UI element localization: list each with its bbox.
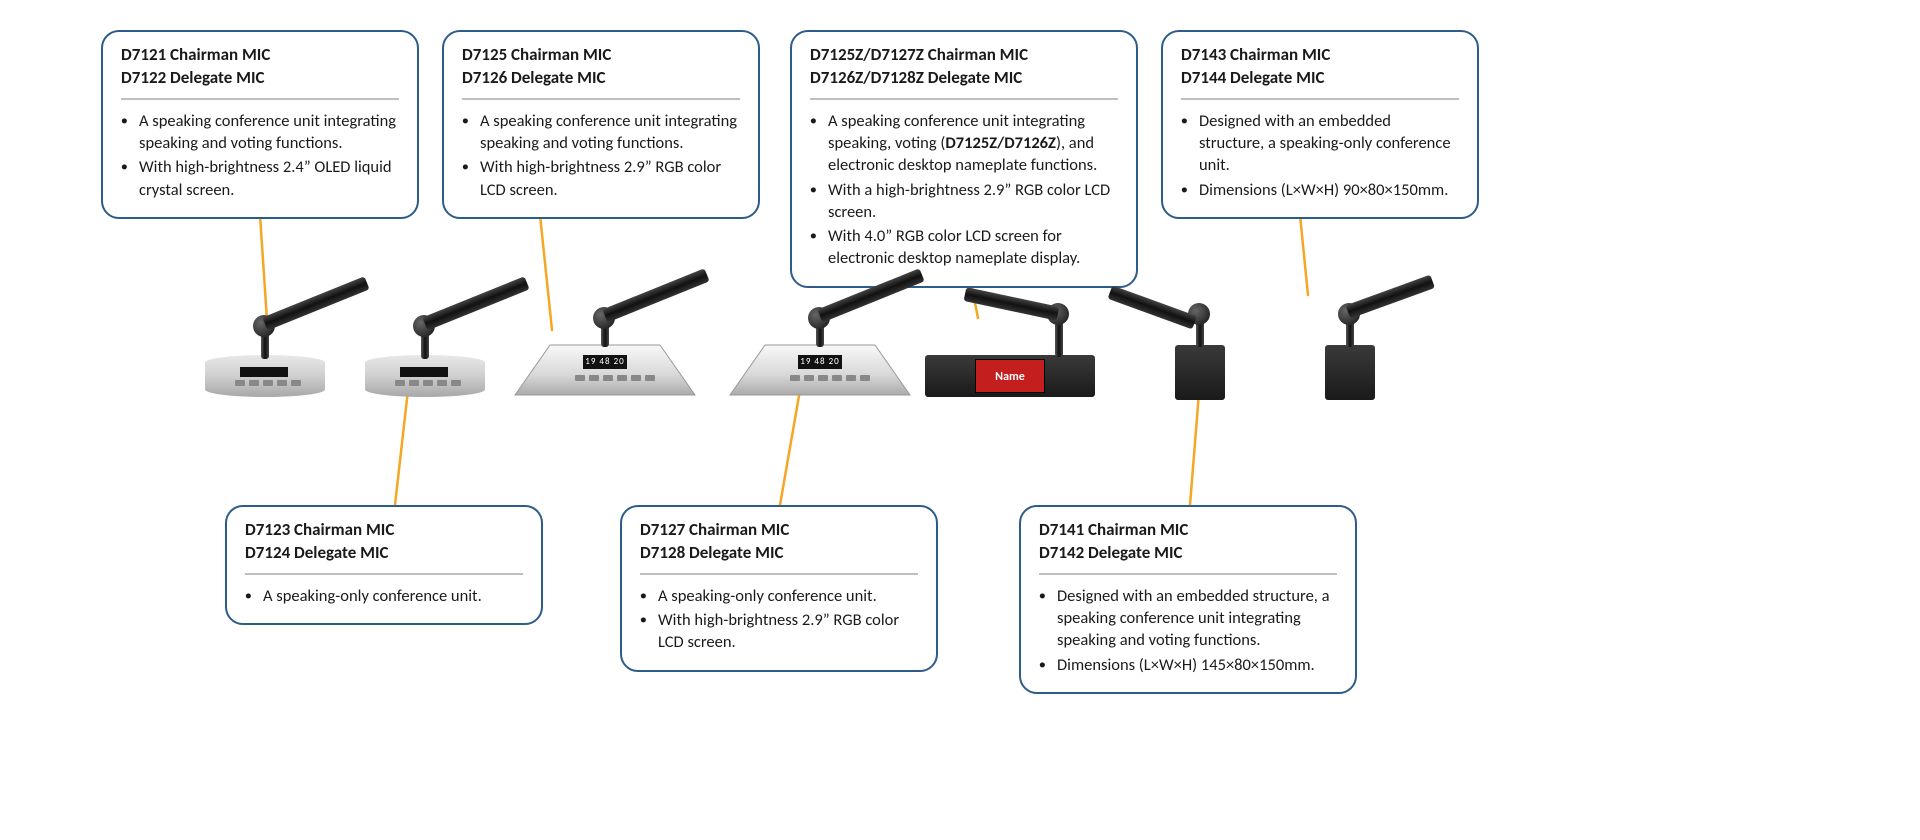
callout-title: D7126 Delegate MIC [462, 67, 740, 90]
product-d7143 [1290, 275, 1410, 405]
product-d7121 [195, 275, 345, 405]
bullet: With a high-brightness 2.9” RGB color LC… [810, 179, 1118, 224]
callout-title: D7126Z/D7128Z Delegate MIC [810, 67, 1118, 90]
callout-title: D7125 Chairman MIC [462, 44, 740, 67]
bullet: Dimensions (L×W×H) 145×80×150mm. [1039, 654, 1337, 676]
divider [640, 573, 918, 575]
product-d7127: 19 48 20 [720, 275, 920, 405]
callout-d7127-d7128: D7127 Chairman MIC D7128 Delegate MIC A … [620, 505, 938, 672]
product-d7125z: Name [915, 275, 1115, 405]
product-d7123 [355, 275, 505, 405]
callout-title: D7122 Delegate MIC [121, 67, 399, 90]
bullet: Designed with an embedded structure, a s… [1181, 110, 1459, 177]
bullet: With high-brightness 2.9” RGB color LCD … [462, 156, 740, 201]
callout-d7141-d7142: D7141 Chairman MIC D7142 Delegate MIC De… [1019, 505, 1357, 694]
divider [1181, 98, 1459, 100]
callout-title: D7123 Chairman MIC [245, 519, 523, 542]
callout-d7125z-d7128z: D7125Z/D7127Z Chairman MIC D7126Z/D7128Z… [790, 30, 1138, 288]
callout-title: D7142 Delegate MIC [1039, 542, 1337, 565]
callout-d7123-d7124: D7123 Chairman MIC D7124 Delegate MIC A … [225, 505, 543, 625]
bullet: A speaking-only conference unit. [640, 585, 918, 607]
callout-title: D7127 Chairman MIC [640, 519, 918, 542]
callout-d7125-d7126: D7125 Chairman MIC D7126 Delegate MIC A … [442, 30, 760, 219]
bullet: Dimensions (L×W×H) 90×80×150mm. [1181, 179, 1459, 201]
divider [810, 98, 1118, 100]
callout-title: D7124 Delegate MIC [245, 542, 523, 565]
callout-title: D7144 Delegate MIC [1181, 67, 1459, 90]
callout-title: D7128 Delegate MIC [640, 542, 918, 565]
callout-title: D7125Z/D7127Z Chairman MIC [810, 44, 1118, 67]
product-d7141 [1140, 275, 1260, 405]
bullet: With high-brightness 2.4” OLED liquid cr… [121, 156, 399, 201]
bullet: A speaking conference unit integrating s… [121, 110, 399, 155]
nameplate-label: Name [975, 359, 1045, 393]
bullet: With high-brightness 2.9” RGB color LCD … [640, 609, 918, 654]
bullet: A speaking conference unit integrating s… [462, 110, 740, 155]
bullet: A speaking-only conference unit. [245, 585, 523, 607]
divider [1039, 573, 1337, 575]
callout-d7121-d7122: D7121 Chairman MIC D7122 Delegate MIC A … [101, 30, 419, 219]
callout-title: D7141 Chairman MIC [1039, 519, 1337, 542]
bullet: With 4.0” RGB color LCD screen for elect… [810, 225, 1118, 270]
divider [245, 573, 523, 575]
bullet: A speaking conference unit integrating s… [810, 110, 1118, 177]
bullet: Designed with an embedded structure, a s… [1039, 585, 1337, 652]
callout-d7143-d7144: D7143 Chairman MIC D7144 Delegate MIC De… [1161, 30, 1479, 219]
divider [462, 98, 740, 100]
callout-title: D7121 Chairman MIC [121, 44, 399, 67]
divider [121, 98, 399, 100]
callout-title: D7143 Chairman MIC [1181, 44, 1459, 67]
lcd-time: 19 48 20 [583, 355, 627, 369]
lcd-time: 19 48 20 [798, 355, 842, 369]
product-d7125: 19 48 20 [505, 275, 705, 405]
